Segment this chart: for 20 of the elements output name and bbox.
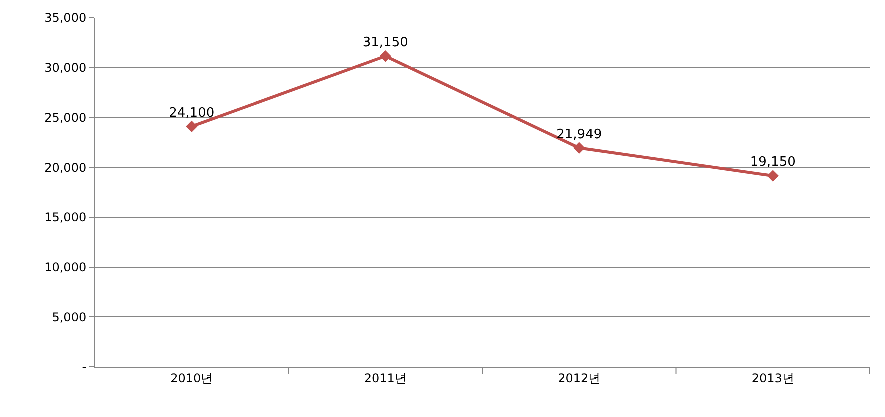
y-tick-label: 25,000 xyxy=(44,110,87,125)
point xyxy=(186,120,198,133)
x-tick-label: 2012년 xyxy=(558,371,601,386)
data-label: 31,150 xyxy=(362,36,408,51)
point xyxy=(380,50,392,62)
y-tick-label: 35,000 xyxy=(44,11,87,26)
x-tick-label: 2011년 xyxy=(364,371,407,386)
y-tick-label: - xyxy=(82,360,87,374)
point xyxy=(574,142,586,154)
x-tick-label: 2010년 xyxy=(170,371,214,386)
x-tick-label: 2013년 xyxy=(752,371,794,386)
y-tick-label: 5,000 xyxy=(52,310,87,324)
y-tick-label: 30,000 xyxy=(44,61,87,76)
y-tick-label: 20,000 xyxy=(44,160,87,175)
data-label: 21,949 xyxy=(556,127,602,142)
data-label: 19,150 xyxy=(750,155,796,170)
y-tick-label: 15,000 xyxy=(44,210,87,225)
y-tick-label: 10,000 xyxy=(44,260,87,274)
point xyxy=(767,170,779,182)
data-label: 24,100 xyxy=(169,106,215,121)
